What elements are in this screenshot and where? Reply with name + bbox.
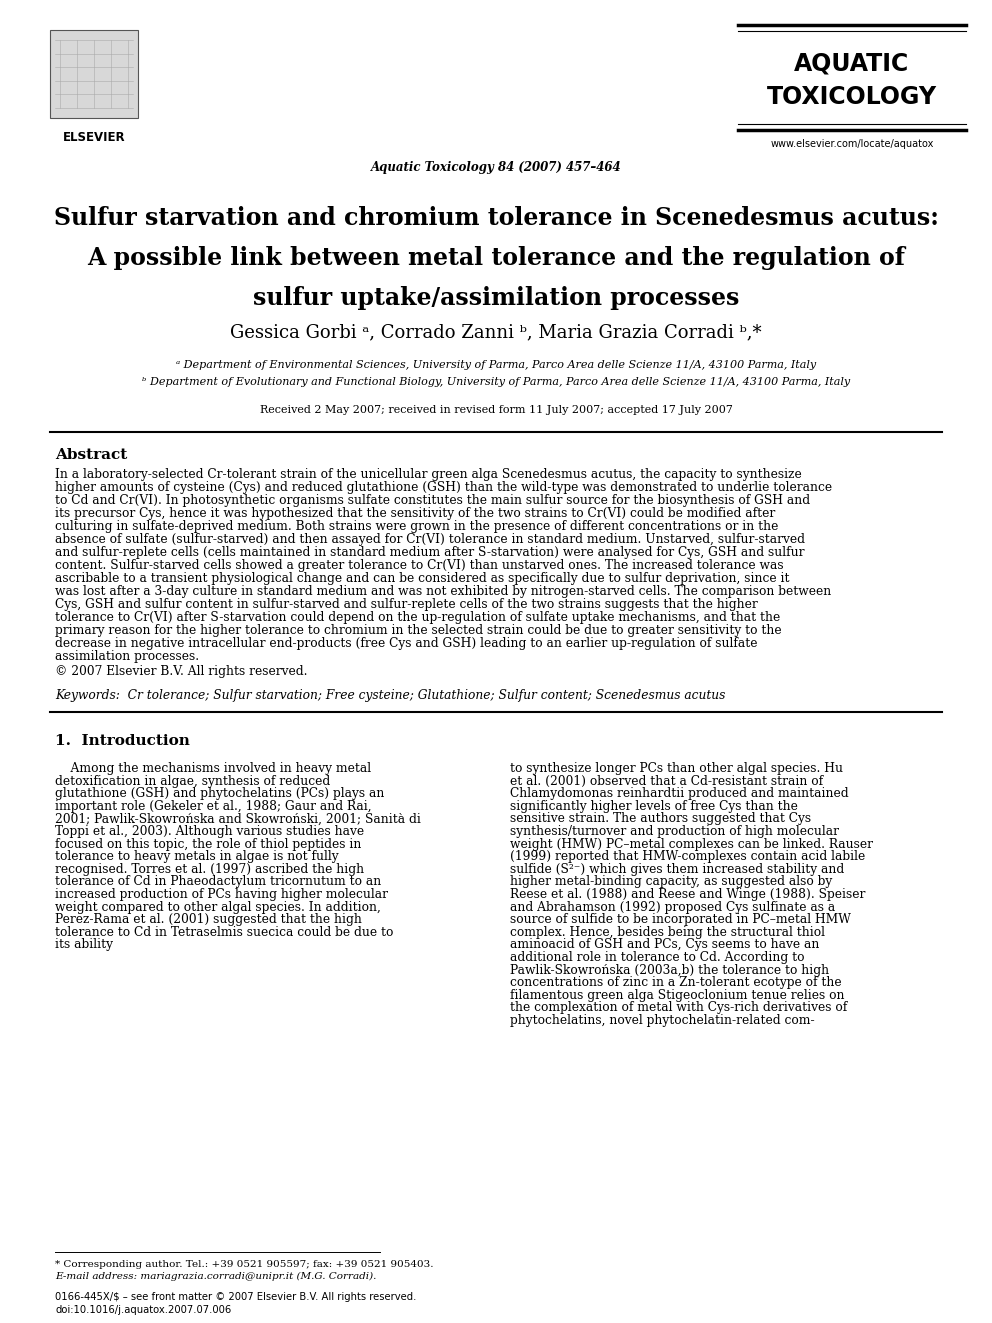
Text: Reese et al. (1988) and Reese and Winge (1988). Speiser: Reese et al. (1988) and Reese and Winge … [510, 888, 865, 901]
Text: * Corresponding author. Tel.: +39 0521 905597; fax: +39 0521 905403.: * Corresponding author. Tel.: +39 0521 9… [55, 1259, 434, 1269]
Text: tolerance to heavy metals in algae is not fully: tolerance to heavy metals in algae is no… [55, 851, 338, 863]
Text: E-mail address: mariagrazia.corradi@unipr.it (M.G. Corradi).: E-mail address: mariagrazia.corradi@unip… [55, 1271, 376, 1281]
Text: tolerance to Cr(VI) after S-starvation could depend on the up-regulation of sulf: tolerance to Cr(VI) after S-starvation c… [55, 611, 781, 624]
Text: the complexation of metal with Cys-rich derivatives of: the complexation of metal with Cys-rich … [510, 1002, 847, 1015]
Text: aminoacid of GSH and PCs, Cys seems to have an: aminoacid of GSH and PCs, Cys seems to h… [510, 938, 819, 951]
Text: ascribable to a transient physiological change and can be considered as specific: ascribable to a transient physiological … [55, 572, 790, 585]
Text: 0166-445X/$ – see front matter © 2007 Elsevier B.V. All rights reserved.: 0166-445X/$ – see front matter © 2007 El… [55, 1293, 417, 1302]
Text: Toppi et al., 2003). Although various studies have: Toppi et al., 2003). Although various st… [55, 826, 364, 837]
Text: 1.  Introduction: 1. Introduction [55, 734, 189, 747]
Text: primary reason for the higher tolerance to chromium in the selected strain could: primary reason for the higher tolerance … [55, 624, 782, 636]
Text: complex. Hence, besides being the structural thiol: complex. Hence, besides being the struct… [510, 926, 825, 939]
Text: concentrations of zinc in a Zn-tolerant ecotype of the: concentrations of zinc in a Zn-tolerant … [510, 976, 841, 990]
Text: important role (Gekeler et al., 1988; Gaur and Rai,: important role (Gekeler et al., 1988; Ga… [55, 800, 372, 812]
Text: ᵃ Department of Environmental Sciences, University of Parma, Parco Area delle Sc: ᵃ Department of Environmental Sciences, … [176, 360, 816, 370]
Text: higher metal-binding capacity, as suggested also by: higher metal-binding capacity, as sugges… [510, 876, 832, 889]
Text: TOXICOLOGY: TOXICOLOGY [767, 85, 937, 108]
Text: et al. (2001) observed that a Cd-resistant strain of: et al. (2001) observed that a Cd-resista… [510, 774, 823, 787]
Text: decrease in negative intracellular end-products (free Cys and GSH) leading to an: decrease in negative intracellular end-p… [55, 636, 758, 650]
Text: 2001; Pawlik-Skowrońska and Skowroński, 2001; Sanità di: 2001; Pawlik-Skowrońska and Skowroński, … [55, 812, 421, 826]
Text: doi:10.1016/j.aquatox.2007.07.006: doi:10.1016/j.aquatox.2007.07.006 [55, 1304, 231, 1315]
Text: © 2007 Elsevier B.V. All rights reserved.: © 2007 Elsevier B.V. All rights reserved… [55, 665, 308, 677]
Text: its precursor Cys, hence it was hypothesized that the sensitivity of the two str: its precursor Cys, hence it was hypothes… [55, 507, 776, 520]
Text: www.elsevier.com/locate/aquatox: www.elsevier.com/locate/aquatox [771, 139, 933, 149]
Text: was lost after a 3-day culture in standard medium and was not exhibited by nitro: was lost after a 3-day culture in standa… [55, 585, 831, 598]
Text: Chlamydomonas reinhardtii produced and maintained: Chlamydomonas reinhardtii produced and m… [510, 787, 848, 800]
Text: glutathione (GSH) and phytochelatins (PCs) plays an: glutathione (GSH) and phytochelatins (PC… [55, 787, 384, 800]
Text: Abstract: Abstract [55, 448, 127, 462]
Text: focused on this topic, the role of thiol peptides in: focused on this topic, the role of thiol… [55, 837, 361, 851]
Text: weight (HMW) PC–metal complexes can be linked. Rauser: weight (HMW) PC–metal complexes can be l… [510, 837, 873, 851]
Text: Perez-Rama et al. (2001) suggested that the high: Perez-Rama et al. (2001) suggested that … [55, 913, 362, 926]
Text: In a laboratory-selected Cr-tolerant strain of the unicellular green alga Scened: In a laboratory-selected Cr-tolerant str… [55, 468, 802, 482]
Text: source of sulfide to be incorporated in PC–metal HMW: source of sulfide to be incorporated in … [510, 913, 851, 926]
Text: sensitive strain. The authors suggested that Cys: sensitive strain. The authors suggested … [510, 812, 811, 826]
Text: recognised. Torres et al. (1997) ascribed the high: recognised. Torres et al. (1997) ascribe… [55, 863, 364, 876]
Text: detoxification in algae, synthesis of reduced: detoxification in algae, synthesis of re… [55, 774, 330, 787]
Text: ELSEVIER: ELSEVIER [62, 131, 125, 144]
Text: AQUATIC: AQUATIC [795, 52, 910, 75]
Text: Cys, GSH and sulfur content in sulfur-starved and sulfur-replete cells of the tw: Cys, GSH and sulfur content in sulfur-st… [55, 598, 758, 611]
Text: tolerance of Cd in Phaeodactylum tricornutum to an: tolerance of Cd in Phaeodactylum tricorn… [55, 876, 381, 889]
Text: weight compared to other algal species. In addition,: weight compared to other algal species. … [55, 901, 381, 914]
Text: higher amounts of cysteine (Cys) and reduced glutathione (GSH) than the wild-typ: higher amounts of cysteine (Cys) and red… [55, 482, 832, 493]
Text: Aquatic Toxicology 84 (2007) 457–464: Aquatic Toxicology 84 (2007) 457–464 [371, 161, 621, 175]
Text: assimilation processes.: assimilation processes. [55, 650, 199, 663]
Text: absence of sulfate (sulfur-starved) and then assayed for Cr(VI) tolerance in sta: absence of sulfate (sulfur-starved) and … [55, 533, 805, 546]
Text: and sulfur-replete cells (cells maintained in standard medium after S-starvation: and sulfur-replete cells (cells maintain… [55, 546, 805, 560]
Text: and Abrahamson (1992) proposed Cys sulfinate as a: and Abrahamson (1992) proposed Cys sulfi… [510, 901, 835, 914]
Text: A possible link between metal tolerance and the regulation of: A possible link between metal tolerance … [87, 246, 905, 270]
Text: its ability: its ability [55, 938, 113, 951]
Text: content. Sulfur-starved cells showed a greater tolerance to Cr(VI) than unstarve: content. Sulfur-starved cells showed a g… [55, 560, 784, 572]
Text: (1999) reported that HMW-complexes contain acid labile: (1999) reported that HMW-complexes conta… [510, 851, 865, 863]
Text: filamentous green alga Stigeoclonium tenue relies on: filamentous green alga Stigeoclonium ten… [510, 988, 844, 1002]
Text: increased production of PCs having higher molecular: increased production of PCs having highe… [55, 888, 388, 901]
Text: culturing in sulfate-deprived medium. Both strains were grown in the presence of: culturing in sulfate-deprived medium. Bo… [55, 520, 779, 533]
Bar [50, 30, 138, 118]
Text: Gessica Gorbi ᵃ, Corrado Zanni ᵇ, Maria Grazia Corradi ᵇ,*: Gessica Gorbi ᵃ, Corrado Zanni ᵇ, Maria … [230, 323, 762, 341]
Text: sulfide (S²⁻) which gives them increased stability and: sulfide (S²⁻) which gives them increased… [510, 863, 844, 876]
Text: Sulfur starvation and chromium tolerance in Scenedesmus acutus:: Sulfur starvation and chromium tolerance… [54, 206, 938, 230]
Text: to synthesize longer PCs than other algal species. Hu: to synthesize longer PCs than other alga… [510, 762, 843, 775]
Text: phytochelatins, novel phytochelatin-related com-: phytochelatins, novel phytochelatin-rela… [510, 1013, 814, 1027]
Text: Received 2 May 2007; received in revised form 11 July 2007; accepted 17 July 200: Received 2 May 2007; received in revised… [260, 405, 732, 415]
Text: Keywords:  Cr tolerance; Sulfur starvation; Free cysteine; Glutathione; Sulfur c: Keywords: Cr tolerance; Sulfur starvatio… [55, 689, 725, 703]
Text: sulfur uptake/assimilation processes: sulfur uptake/assimilation processes [253, 286, 739, 310]
Text: significantly higher levels of free Cys than the: significantly higher levels of free Cys … [510, 800, 798, 812]
Text: Among the mechanisms involved in heavy metal: Among the mechanisms involved in heavy m… [55, 762, 371, 775]
Text: Pawlik-Skowrońska (2003a,b) the tolerance to high: Pawlik-Skowrońska (2003a,b) the toleranc… [510, 963, 829, 976]
Text: additional role in tolerance to Cd. According to: additional role in tolerance to Cd. Acco… [510, 951, 805, 964]
Text: tolerance to Cd in Tetraselmis suecica could be due to: tolerance to Cd in Tetraselmis suecica c… [55, 926, 394, 939]
Text: to Cd and Cr(VI). In photosynthetic organisms sulfate constitutes the main sulfu: to Cd and Cr(VI). In photosynthetic orga… [55, 493, 810, 507]
Text: ᵇ Department of Evolutionary and Functional Biology, University of Parma, Parco : ᵇ Department of Evolutionary and Functio… [142, 377, 850, 388]
Text: synthesis/turnover and production of high molecular: synthesis/turnover and production of hig… [510, 826, 839, 837]
